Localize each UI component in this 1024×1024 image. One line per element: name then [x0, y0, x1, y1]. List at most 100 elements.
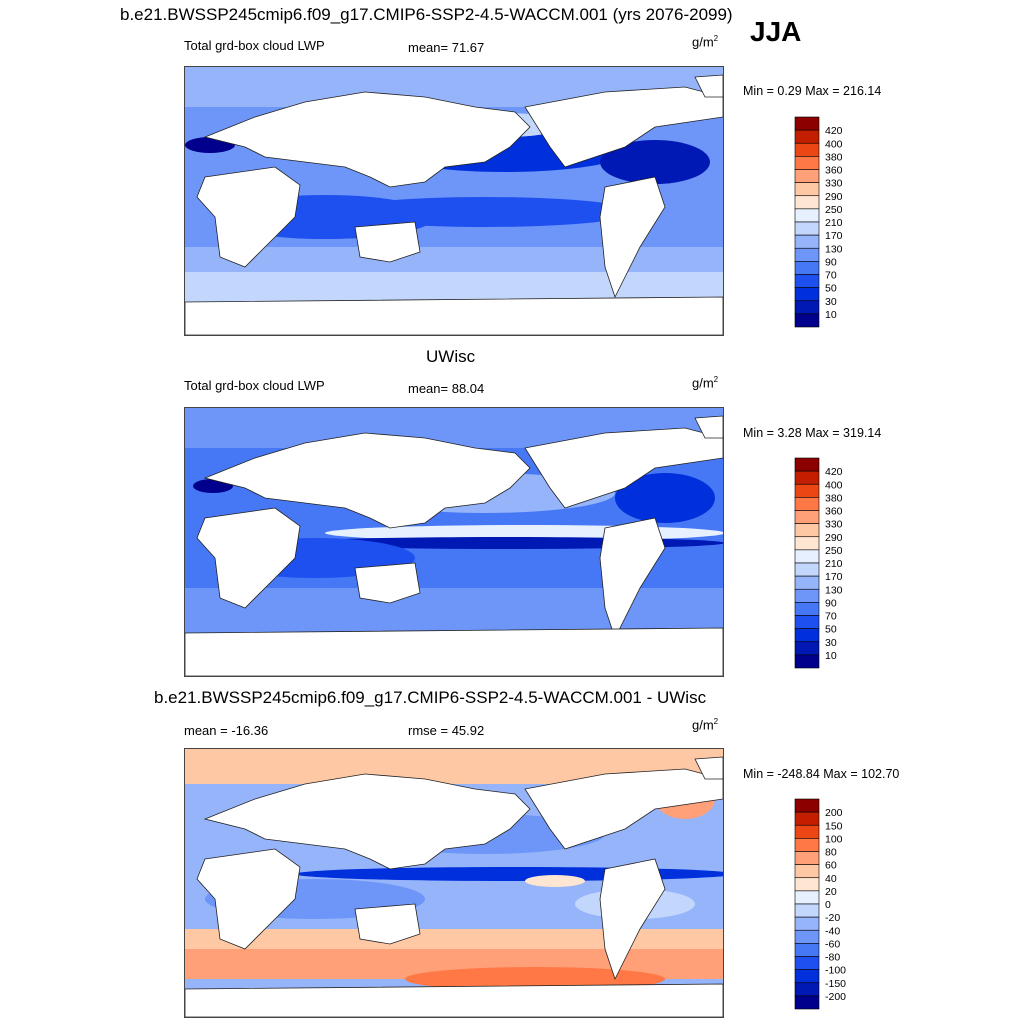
colorbar-swatch [794, 824, 820, 839]
colorbar-swatch [794, 195, 820, 210]
colorbar-tick-label: 400 [825, 138, 843, 150]
colorbar-tick-label: 420 [825, 125, 843, 137]
colorbar-swatch [794, 483, 820, 498]
colorbar-swatch [794, 995, 820, 1010]
colorbar-tick-label: 90 [825, 256, 837, 268]
colorbar-swatch [794, 208, 820, 223]
colorbar-tick-label: 70 [825, 270, 837, 282]
map-2-svg [185, 408, 723, 676]
colorbar-tick-label: 420 [825, 466, 843, 478]
colorbar-swatch [794, 470, 820, 485]
colorbar-tick-label: 60 [825, 860, 837, 872]
colorbar-swatch [794, 654, 820, 669]
colorbar-tick-label: 10 [825, 309, 837, 321]
colorbar-swatch [794, 811, 820, 826]
colorbar-swatch [794, 156, 820, 170]
colorbar-swatch [794, 982, 820, 997]
colorbar-tick-label: -100 [825, 965, 846, 977]
panel-1-title: b.e21.BWSSP245cmip6.f09_g17.CMIP6-SSP2-4… [120, 5, 733, 24]
colorbar-swatch [794, 457, 820, 472]
colorbar-tick-label: 80 [825, 847, 837, 859]
colorbar-swatch [794, 588, 820, 603]
panel-3-mean-label: mean = -16.36 [184, 723, 269, 738]
colorbar-tick-label: 250 [825, 545, 843, 557]
colorbar-tick-label: 290 [825, 191, 843, 203]
colorbar-swatch [794, 274, 820, 288]
colorbar-swatch [794, 234, 820, 249]
colorbar-tick-label: 380 [825, 492, 843, 504]
panel-3-minmax: Min = -248.84 Max = 102.70 [743, 767, 900, 781]
colorbar-tick-label: -60 [825, 938, 840, 950]
panel-3-map [184, 748, 724, 1018]
colorbar-swatch [794, 169, 820, 183]
colorbar-swatch [794, 300, 820, 315]
colorbar-tick-label: -40 [825, 925, 840, 937]
colorbar-swatch [794, 916, 820, 931]
colorbar-2: 420 400 380 360 330 290 250 210 170 130 90 70 50 30 10 [794, 457, 875, 670]
colorbar-swatch [794, 851, 820, 865]
colorbar-3: 200 150 100 80 60 40 20 0 -20 -40 -60 -80 -100 -150 -2… [794, 798, 875, 1011]
land-mask [185, 415, 723, 676]
colorbar-tick-label: 170 [825, 230, 843, 242]
colorbar-swatch [794, 549, 820, 564]
colorbar-swatch [794, 602, 820, 616]
colorbar-swatch [794, 261, 820, 275]
panel-1-units: g/m2 [692, 34, 719, 50]
colorbar-swatch [794, 641, 820, 656]
colorbar-tick-label: 100 [825, 833, 843, 845]
colorbar-swatch [794, 798, 820, 813]
colorbar-tick-label: 0 [825, 899, 831, 911]
colorbar-tick-label: -80 [825, 952, 840, 964]
colorbar-tick-label: 70 [825, 611, 837, 623]
colorbar-swatch [794, 142, 820, 157]
panel-2-title: UWisc [426, 347, 476, 366]
colorbar-tick-label: 20 [825, 886, 837, 898]
panel-2-left-label: Total grd-box cloud LWP [184, 378, 325, 393]
colorbar-tick-label: 290 [825, 532, 843, 544]
colorbar-swatch [794, 523, 820, 538]
panel-1-left-label: Total grd-box cloud LWP [184, 38, 325, 53]
panel-3-units: g/m2 [692, 717, 719, 733]
colorbar-swatch [794, 536, 820, 551]
colorbar-tick-label: 50 [825, 283, 837, 295]
panel-2-units: g/m2 [692, 375, 719, 391]
colorbar-swatch [794, 903, 820, 918]
colorbar-3-svg: 200150100806040200-20-40-60-80-100-150-2… [794, 798, 846, 1010]
colorbar-tick-label: 210 [825, 558, 843, 570]
panel-3-title: b.e21.BWSSP245cmip6.f09_g17.CMIP6-SSP2-4… [154, 688, 707, 707]
colorbar-tick-label: 250 [825, 204, 843, 216]
colorbar-tick-label: 380 [825, 151, 843, 163]
colorbar-tick-label: 400 [825, 479, 843, 491]
panel-1-map [184, 66, 724, 336]
map-3-svg [185, 749, 723, 1017]
colorbar-swatch [794, 864, 820, 879]
colorbar-tick-label: 30 [825, 637, 837, 649]
panel-3-rmse-label: rmse = 45.92 [408, 723, 485, 738]
colorbar-swatch [794, 575, 820, 590]
colorbar-tick-label: -200 [825, 991, 846, 1003]
colorbar-tick-label: 360 [825, 506, 843, 518]
colorbar-1: 420 400 380 360 330 290 250 210 170 130 90 70 50 30 10 [794, 116, 875, 329]
colorbar-tick-label: 50 [825, 624, 837, 636]
colorbar-tick-label: 170 [825, 571, 843, 583]
colorbar-tick-label: 130 [825, 243, 843, 255]
land-mask [185, 756, 723, 1017]
colorbar-swatch [794, 628, 820, 643]
colorbar-tick-label: 40 [825, 873, 837, 885]
colorbar-swatch [794, 969, 820, 984]
panel-1-mean-label: mean= 71.67 [408, 40, 485, 55]
colorbar-swatch [794, 615, 820, 629]
colorbar-swatch [794, 116, 820, 131]
map-1-svg [185, 67, 723, 335]
colorbar-swatch [794, 562, 820, 577]
colorbar-swatch [794, 497, 820, 511]
colorbar-swatch [794, 838, 820, 852]
colorbar-swatch [794, 221, 820, 236]
colorbar-tick-label: 30 [825, 296, 837, 308]
colorbar-tick-label: 200 [825, 807, 843, 819]
season-label: JJA [750, 16, 802, 47]
panel-2-map [184, 407, 724, 677]
land-mask [185, 74, 723, 335]
